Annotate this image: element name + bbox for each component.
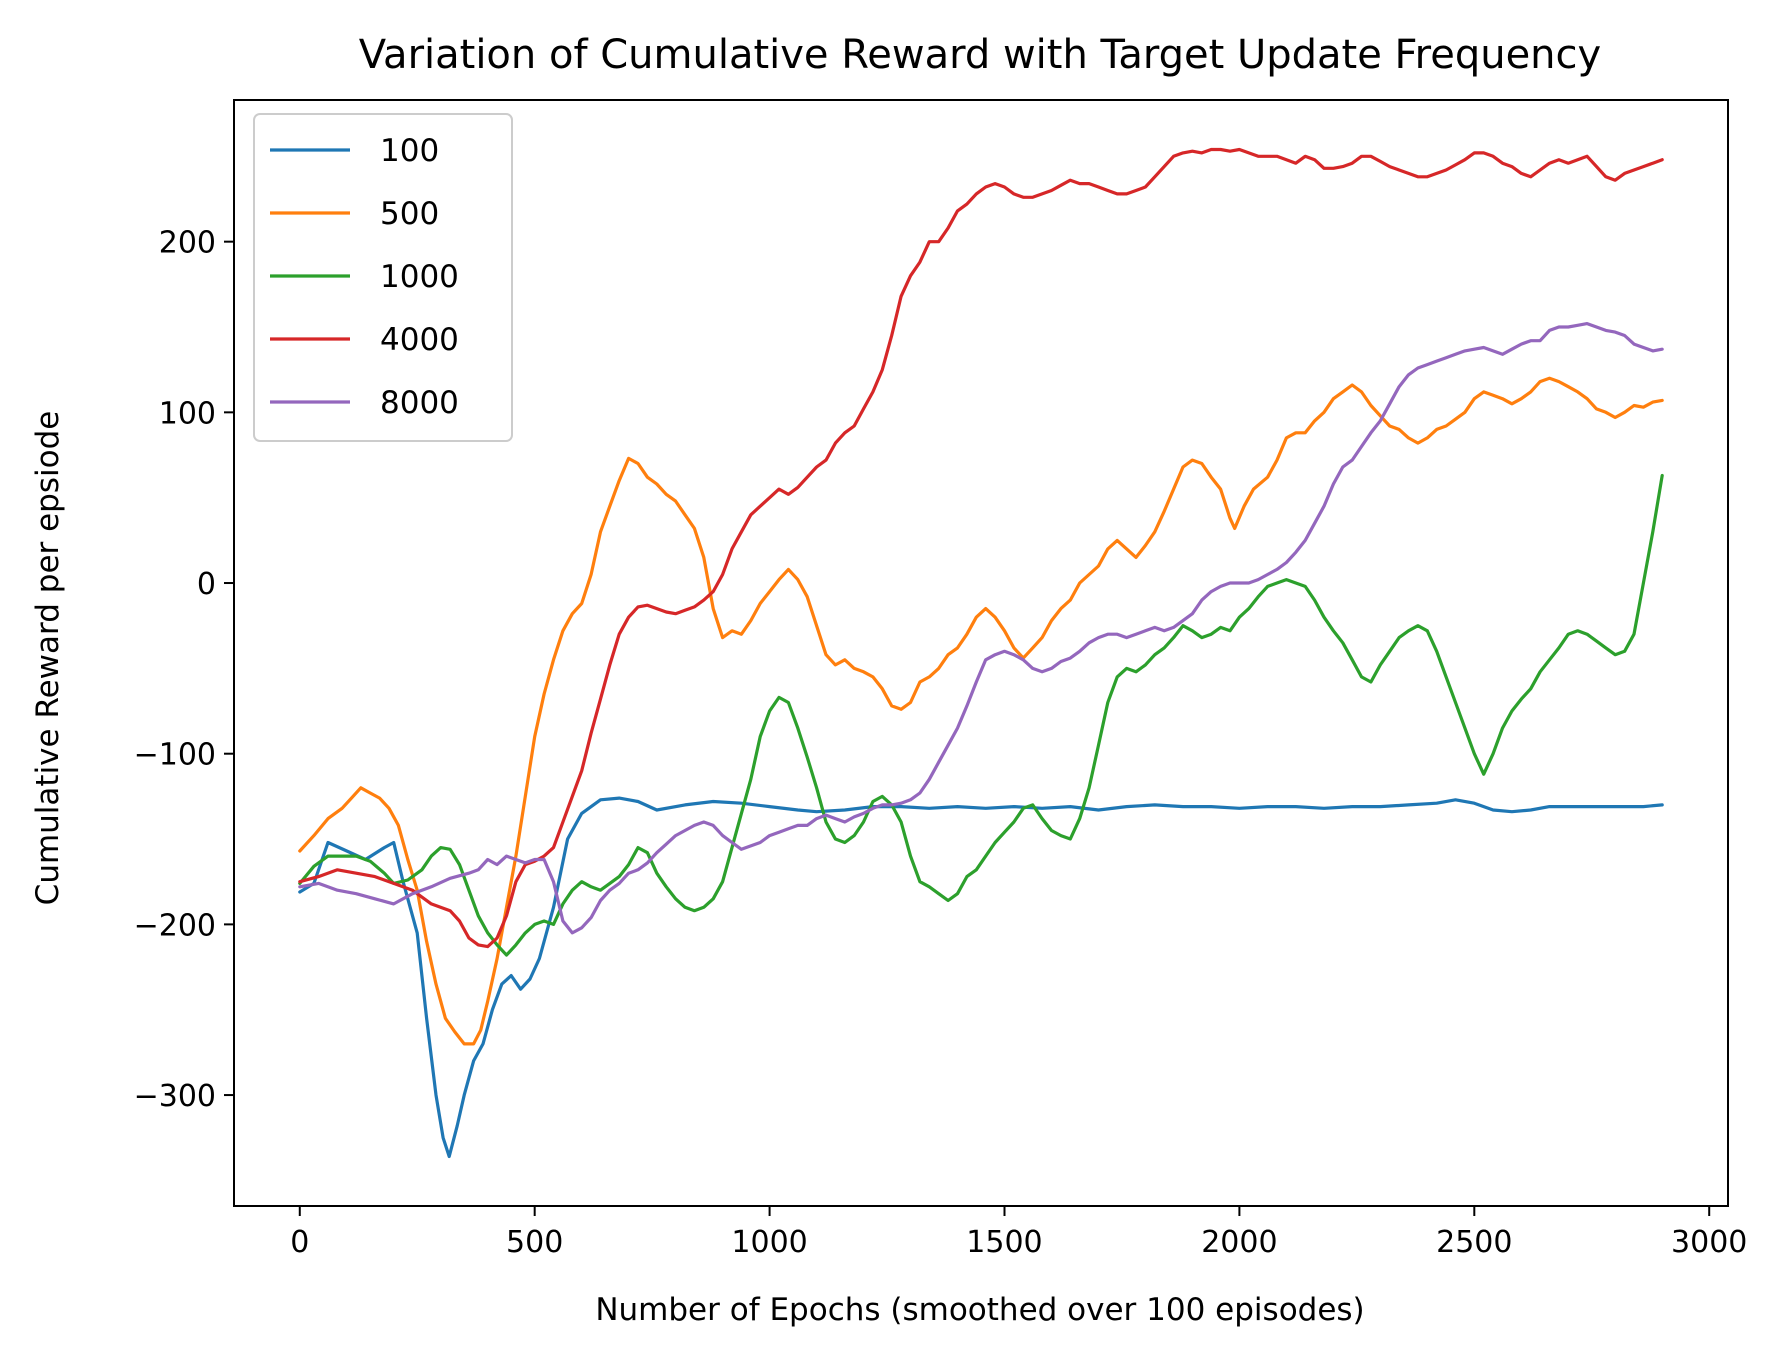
legend-label-500: 500 [380,196,439,232]
legend-label-8000: 8000 [380,385,459,421]
legend-label-1000: 1000 [380,259,459,295]
y-tick-label: 100 [159,396,216,431]
series-line-100 [298,796,1664,1159]
x-tick-label: 0 [290,1225,309,1260]
y-tick-label: −300 [134,1079,216,1114]
series-line-8000 [298,322,1664,935]
y-axis: −300 −200 −100 0 100 200 [134,226,234,1114]
y-tick-label: 0 [197,567,216,602]
chart-title: Variation of Cumulative Reward with Targ… [359,32,1601,78]
legend: 100 500 1000 4000 8000 [253,113,513,442]
series-line-4000 [298,147,1664,949]
x-tick-label: 2500 [1436,1225,1512,1260]
series-line-1000 [298,473,1664,957]
x-axis: 0 500 1000 1500 2000 2500 3000 [290,1206,1747,1260]
y-tick-label: 200 [159,226,216,261]
x-tick-label: 3000 [1671,1225,1747,1260]
legend-label-4000: 4000 [380,322,459,358]
series-line-500 [298,376,1664,1046]
plot-frame [233,99,1729,1207]
series-group [298,147,1664,1159]
legend-box [253,113,513,442]
x-tick-label: 1000 [731,1225,807,1260]
y-tick-label: −100 [134,738,216,773]
y-tick-label: −200 [134,908,216,943]
legend-label-100: 100 [380,133,439,169]
x-tick-label: 2000 [1201,1225,1277,1260]
x-tick-label: 500 [506,1225,563,1260]
x-tick-label: 1500 [966,1225,1042,1260]
x-axis-label: Number of Epochs (smoothed over 100 epis… [595,1292,1364,1328]
y-axis-label: Cumulative Reward per epsiode [30,411,66,906]
